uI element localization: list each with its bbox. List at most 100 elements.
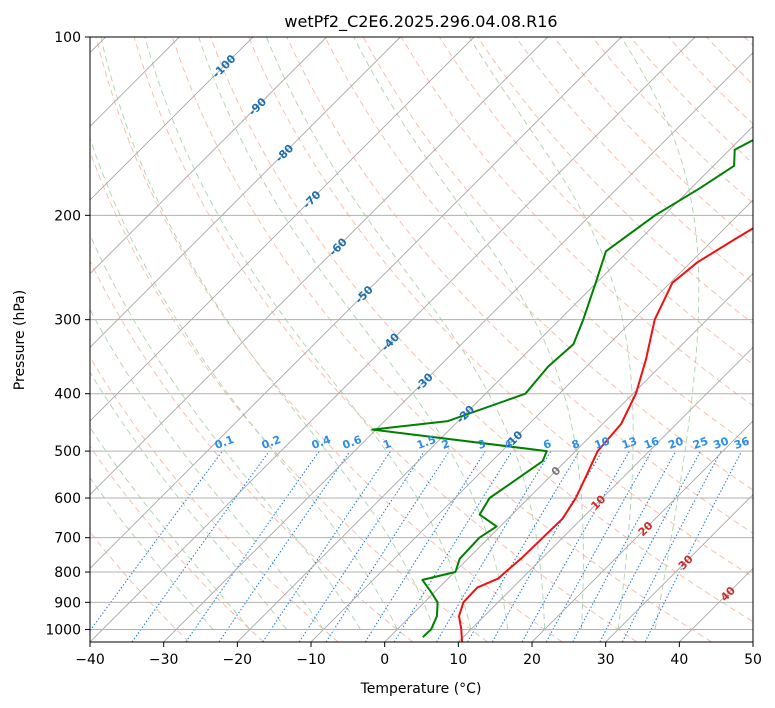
y-axis: 100 200 300 400 500 600 700 800 900 1000 <box>45 30 90 638</box>
mixing-ratio-line <box>298 450 425 642</box>
x-tick-label: −40 <box>75 652 105 668</box>
y-tick-label: 800 <box>54 565 81 581</box>
moist-adiabat <box>90 477 214 630</box>
isotherm-line <box>90 37 622 569</box>
mixing-ratio-label: 1 <box>381 437 393 452</box>
dry-adiabat <box>515 37 753 284</box>
mixing-ratio-label: 16 <box>642 434 661 452</box>
plot-frame <box>89 36 754 643</box>
mixing-ratio-line <box>393 450 513 642</box>
dry-adiabat <box>248 37 753 578</box>
mixing-ratio-line <box>364 450 486 642</box>
mixing-ratio-line <box>90 450 223 632</box>
dry-adiabat <box>90 445 264 642</box>
isotherm-line <box>531 420 753 642</box>
isotherm-line <box>90 37 696 642</box>
x-tick-label: −30 <box>149 652 179 668</box>
isotherm-line <box>90 37 254 201</box>
mixing-ratio-label: 25 <box>691 434 710 451</box>
dry-adiabat <box>90 259 414 642</box>
mixing-ratio-label: 0.1 <box>213 433 236 452</box>
mixing-ratio-lines <box>90 450 743 642</box>
x-tick-label: −10 <box>296 652 326 668</box>
x-tick-label: 20 <box>523 652 541 668</box>
dry-adiabat <box>95 37 563 642</box>
dry-adiabat <box>210 37 753 623</box>
moist-adiabat <box>90 371 288 630</box>
x-axis-label: Temperature (°C) <box>360 681 482 697</box>
dewpoint-profile <box>371 139 753 638</box>
x-tick-label: 10 <box>449 652 467 668</box>
mixing-ratio-label: 0.2 <box>260 433 283 452</box>
mixing-ratio-label: 3 <box>476 437 488 452</box>
isotherms <box>90 37 753 642</box>
moist-adiabat <box>468 37 634 630</box>
mixing-ratio-label: 36 <box>732 434 751 452</box>
x-tick-label: 30 <box>597 652 615 668</box>
mixing-ratio-label: 6 <box>541 437 553 452</box>
mixing-ratio-line <box>521 450 630 642</box>
mixing-ratio-line <box>621 450 722 642</box>
mixing-ratio-label: 20 <box>666 434 685 452</box>
mixing-ratio-label: 13 <box>620 434 639 451</box>
mixing-ratio-line <box>185 450 320 642</box>
moist-adiabat <box>90 233 361 630</box>
moist-adiabat <box>90 136 398 630</box>
y-tick-label: 1000 <box>45 622 81 638</box>
y-axis-label: Pressure (hPa) <box>12 290 28 390</box>
mixing-ratio-label: 30 <box>712 434 731 452</box>
mixing-ratio-line <box>435 450 552 642</box>
moist-adiabat <box>620 37 700 630</box>
moist-adiabat <box>198 37 509 630</box>
sounding-series <box>371 139 753 642</box>
moist-adiabat <box>90 308 324 630</box>
x-tick-label: 0 <box>380 652 389 668</box>
mixing-ratio-label: 1.5 <box>415 433 438 452</box>
y-tick-label: 300 <box>54 313 81 329</box>
mixing-ratio-label: 10 <box>593 434 612 452</box>
dry-adiabat <box>171 37 712 642</box>
y-tick-label: 400 <box>54 387 81 403</box>
y-tick-label: 500 <box>54 444 81 460</box>
isobars <box>90 37 753 630</box>
x-axis: −40 −30 −20 −10 0 10 20 30 40 50 <box>75 642 762 668</box>
y-tick-label: 100 <box>54 30 81 46</box>
isotherm-line <box>605 494 753 642</box>
y-tick-label: 600 <box>54 491 81 507</box>
y-tick-label: 200 <box>54 208 81 224</box>
x-tick-label: −20 <box>223 652 253 668</box>
isotherm-line <box>90 37 401 348</box>
moist-adiabat <box>144 37 472 630</box>
chart-title: wetPf2_C2E6.2025.296.04.08.R16 <box>284 12 557 32</box>
y-tick-label: 900 <box>54 595 81 611</box>
dry-adiabat <box>286 37 753 534</box>
x-tick-label: 50 <box>744 652 762 668</box>
mixing-ratio-label: 0.6 <box>341 433 364 452</box>
isotherm-line <box>90 37 475 422</box>
mixing-ratio-line <box>262 450 392 642</box>
temperature-profile <box>458 227 753 642</box>
mixing-ratio-line <box>545 450 653 642</box>
isotherm-line <box>458 346 753 642</box>
mixing-ratio-line <box>325 450 450 642</box>
y-tick-label: 700 <box>54 531 81 547</box>
moist-adiabat <box>90 426 251 630</box>
isotherm-line <box>90 37 327 275</box>
mixing-ratio-line <box>599 450 701 642</box>
x-tick-label: 40 <box>670 652 688 668</box>
mixing-ratio-line <box>572 450 677 642</box>
mixing-ratio-line <box>218 450 351 642</box>
mixing-ratio-label: 4 <box>503 437 515 452</box>
mixing-ratio-label: 0.4 <box>310 433 333 452</box>
mixing-ratio-label: 8 <box>570 437 582 452</box>
isotherm-line <box>310 199 753 642</box>
mixing-ratio-label: 2 <box>440 437 452 452</box>
dry-adiabat <box>133 37 638 642</box>
moist-adiabat <box>353 37 584 630</box>
moist-adiabat <box>100 37 435 630</box>
isotherm-line <box>237 125 753 642</box>
mixing-ratio-line <box>644 450 743 642</box>
mixing-ratio-line <box>131 450 270 642</box>
